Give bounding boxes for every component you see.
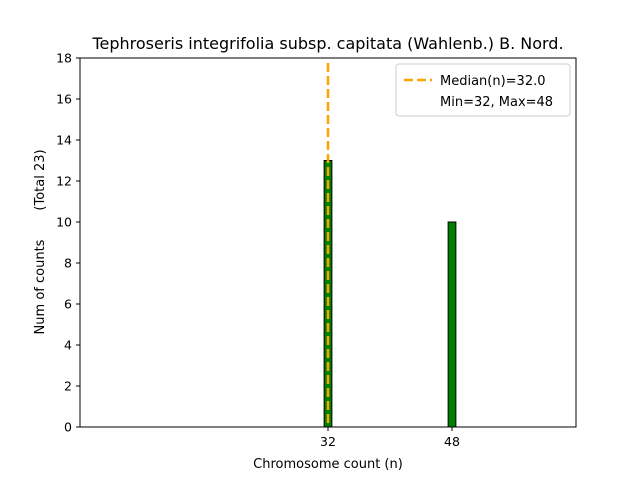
y-tick-label-16: 16 (56, 92, 72, 107)
x-tick-label-32: 32 (320, 434, 336, 449)
y-tick-label-12: 12 (56, 174, 72, 189)
y-tick-label-2: 2 (64, 379, 72, 394)
x-tick-label-48: 48 (444, 434, 460, 449)
legend: Median(n)=32.0 Min=32, Max=48 (395, 63, 571, 117)
y-tick-label-8: 8 (64, 256, 72, 271)
y-axis-label: Num of counts (33, 239, 48, 334)
legend-range-label: Min=32, Max=48 (440, 95, 553, 110)
x-axis-label: Chromosome count (n) (253, 457, 403, 472)
y-tick-label-18: 18 (56, 51, 72, 66)
y-axis-total-label: (Total 23) (33, 149, 48, 210)
legend-median-label: Median(n)=32.0 (440, 74, 546, 89)
legend-box (395, 63, 571, 117)
y-tick-label-0: 0 (64, 420, 72, 435)
y-tick-label-10: 10 (56, 215, 72, 230)
bar-48 (447, 221, 457, 428)
y-tick-label-6: 6 (64, 297, 72, 312)
y-tick-label-14: 14 (56, 133, 72, 148)
plot-area: 0 2 4 6 8 10 12 14 16 18 32 48 (56, 51, 577, 449)
chart-title: Tephroseris integrifolia subsp. capitata… (91, 34, 563, 53)
y-tick-label-4: 4 (64, 338, 72, 353)
